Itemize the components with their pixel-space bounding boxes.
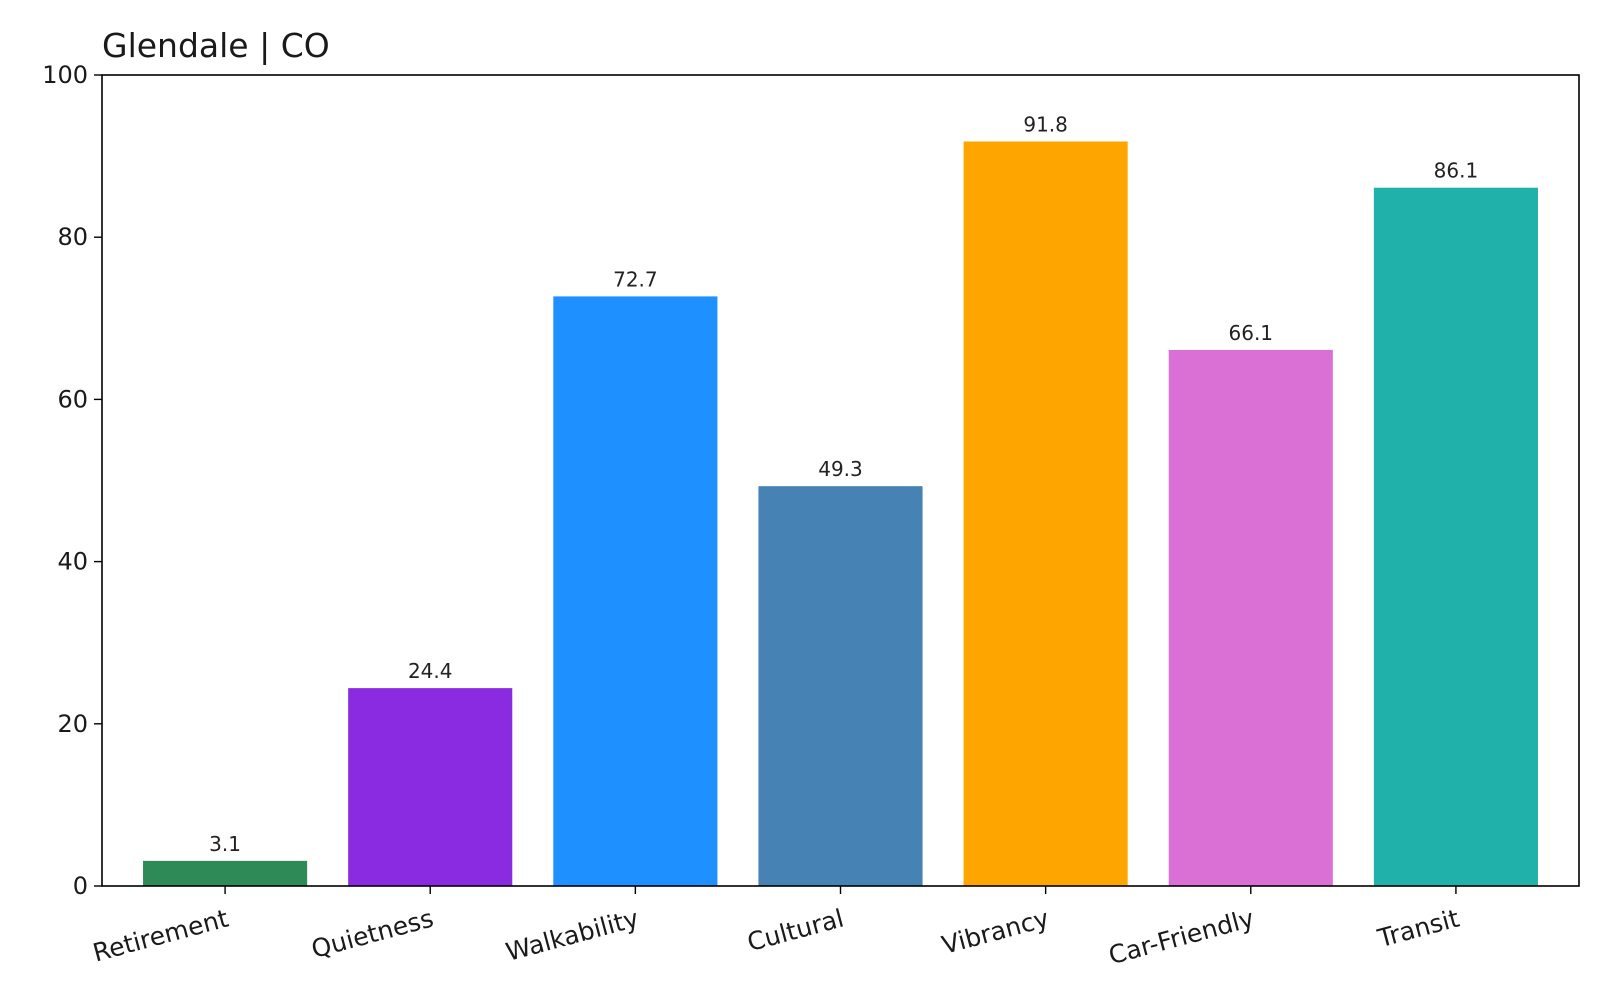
y-tick-label: 20 [57, 710, 88, 738]
x-tick-label: Quietness [308, 904, 436, 964]
bars-group [143, 141, 1538, 887]
bar-walkability [553, 296, 718, 886]
bar-quietness [348, 688, 513, 886]
x-tick-label: Retirement [90, 904, 232, 968]
bar-transit [1373, 187, 1538, 887]
y-tick-label: 40 [57, 548, 88, 576]
x-tick-label: Transit [1374, 904, 1463, 954]
bar-retirement [143, 860, 308, 886]
y-tick-label: 100 [42, 61, 88, 89]
data-label: 24.4 [408, 659, 453, 683]
x-tick-label: Vibrancy [939, 904, 1052, 960]
data-label: 49.3 [818, 457, 863, 481]
data-label: 91.8 [1023, 113, 1068, 137]
x-tick-label: Cultural [744, 904, 847, 957]
y-axis: 0 20 40 60 80 100 [42, 61, 102, 900]
x-axis: Retirement Quietness Walkability Cultural Vi… [90, 886, 1463, 971]
x-tick-label: Car-Friendly [1106, 904, 1258, 971]
plot-frame [101, 74, 1580, 887]
data-label: 3.1 [209, 832, 241, 856]
data-label: 66.1 [1229, 321, 1274, 345]
x-tick-label: Walkability [503, 904, 642, 967]
y-tick-label: 80 [57, 223, 88, 251]
y-tick-label: 60 [57, 385, 88, 413]
bar-vibrancy [963, 141, 1128, 886]
bar-car-friendly [1168, 349, 1333, 886]
y-tick-label: 0 [73, 872, 88, 900]
data-labels-group: 3.1 24.4 72.7 49.3 91.8 66.1 86.1 [209, 113, 1478, 856]
bar-cultural [758, 486, 923, 886]
chart-title: Glendale | CO [102, 26, 330, 65]
data-label: 86.1 [1434, 159, 1479, 183]
data-label: 72.7 [613, 267, 658, 291]
